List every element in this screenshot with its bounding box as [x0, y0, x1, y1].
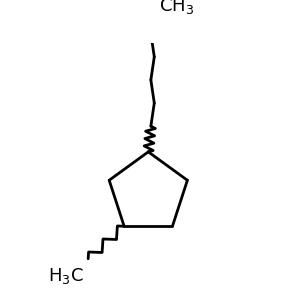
Text: CH$_3$: CH$_3$ [159, 0, 194, 16]
Text: H$_3$C: H$_3$C [48, 266, 84, 286]
